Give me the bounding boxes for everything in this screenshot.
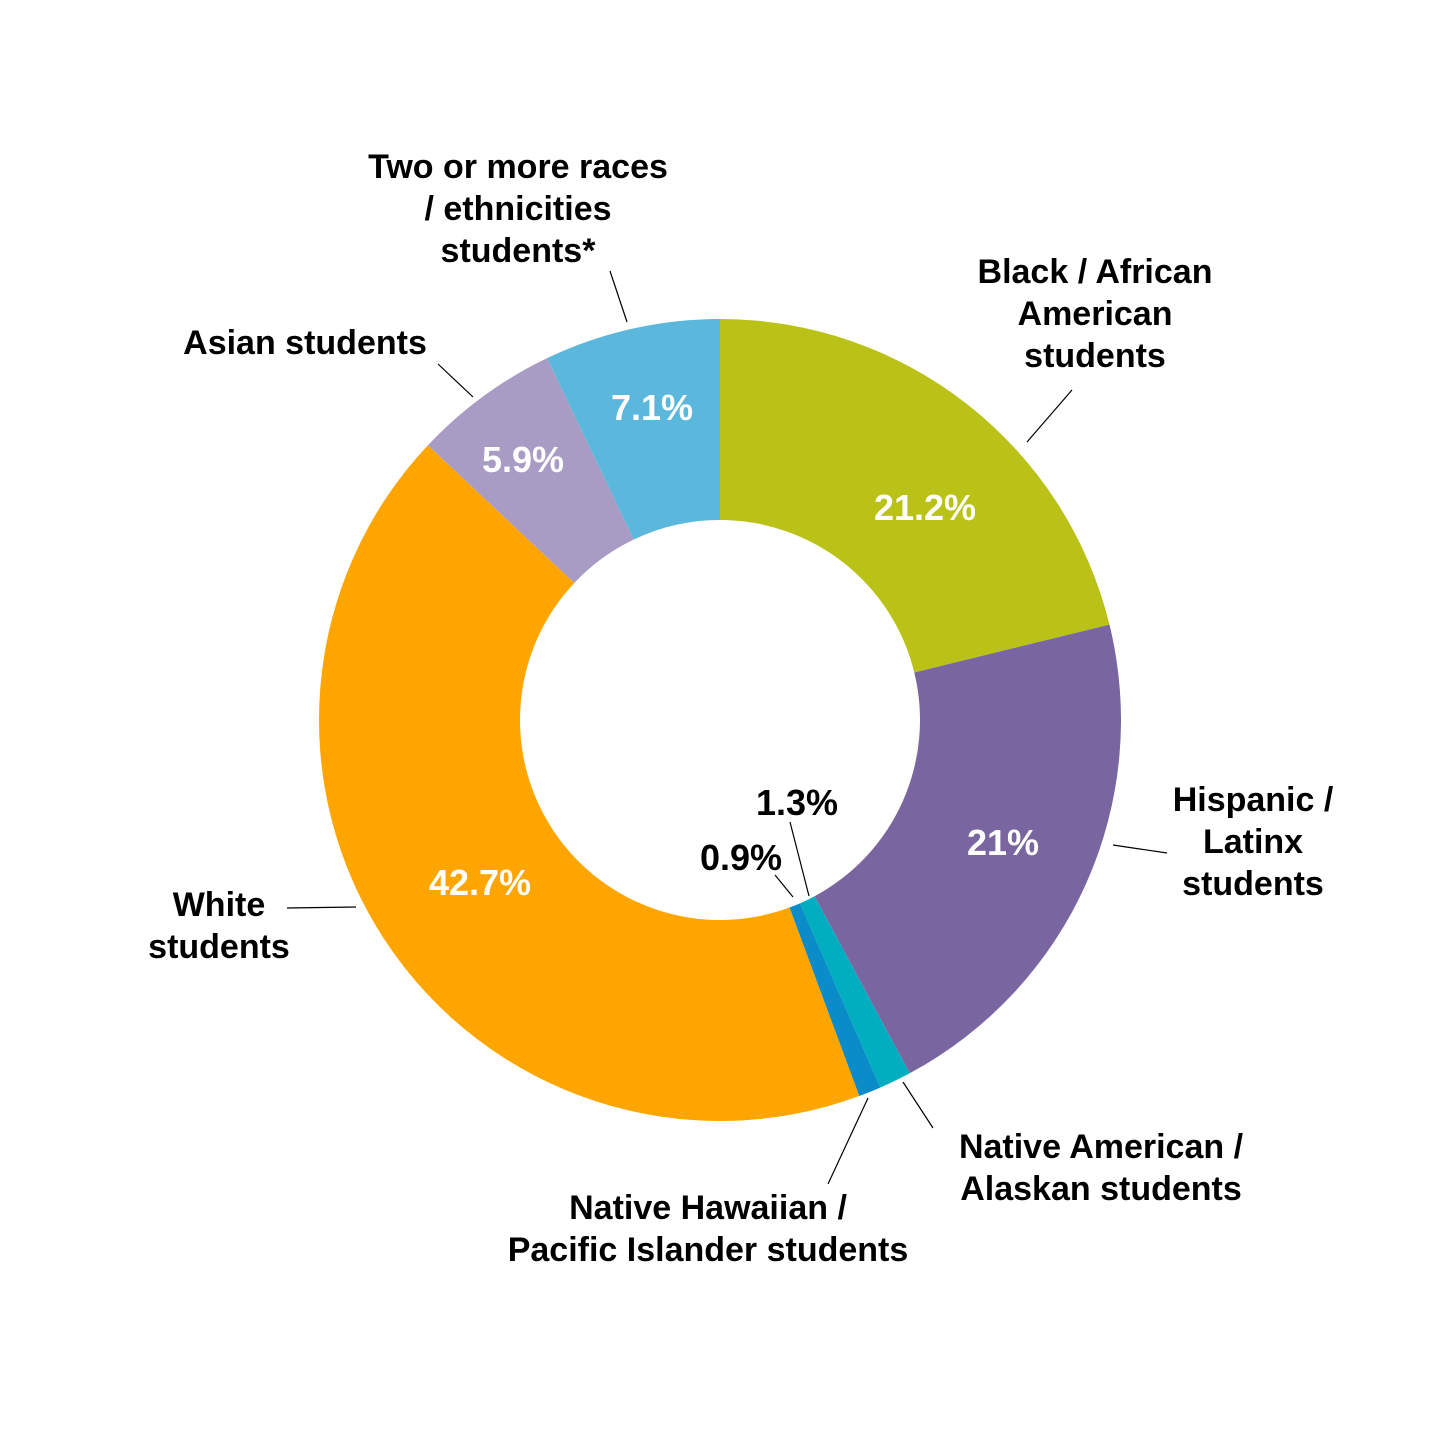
slice-category-label: Native Hawaiian / Pacific Islander studen… [508,1189,909,1269]
leader-line [827,1097,869,1185]
slice-value-label: 21% [967,822,1039,863]
donut-segments [318,319,1121,1121]
slice-category-label: White students [148,886,290,966]
donut-slice [814,624,1121,1074]
slice-value-label: 1.3% [756,782,838,823]
leader-line [1112,844,1168,854]
leader-line [1026,389,1073,443]
slice-value-label: 21.2% [874,487,976,528]
leader-line [286,906,357,909]
leader-line [609,270,628,323]
slice-category-label: Hispanic / Latinx students [1173,781,1334,903]
leader-line [902,1081,934,1129]
donut-slice [720,319,1110,673]
donut-slice [547,319,720,540]
slice-category-label: Two or more races / ethnicities students* [368,148,668,270]
leader-line [774,874,794,898]
slice-value-label: 0.9% [700,837,782,878]
slice-category-label: Asian students [183,324,427,362]
donut-slice [799,896,910,1088]
leader-line [789,821,810,897]
slice-value-label: 42.7% [429,862,531,903]
slice-value-label: 5.9% [482,439,564,480]
donut-labels: 21.2% Black / African American students 21% H… [148,148,1334,1269]
donut-slice [318,445,860,1121]
donut-slice [789,903,881,1097]
slice-category-label: Native American / Alaskan students [959,1128,1244,1208]
slice-value-label: 7.1% [611,387,693,428]
donut-slice [427,358,634,583]
leader-line [437,363,474,398]
slice-category-label: Black / African American students [978,253,1213,375]
